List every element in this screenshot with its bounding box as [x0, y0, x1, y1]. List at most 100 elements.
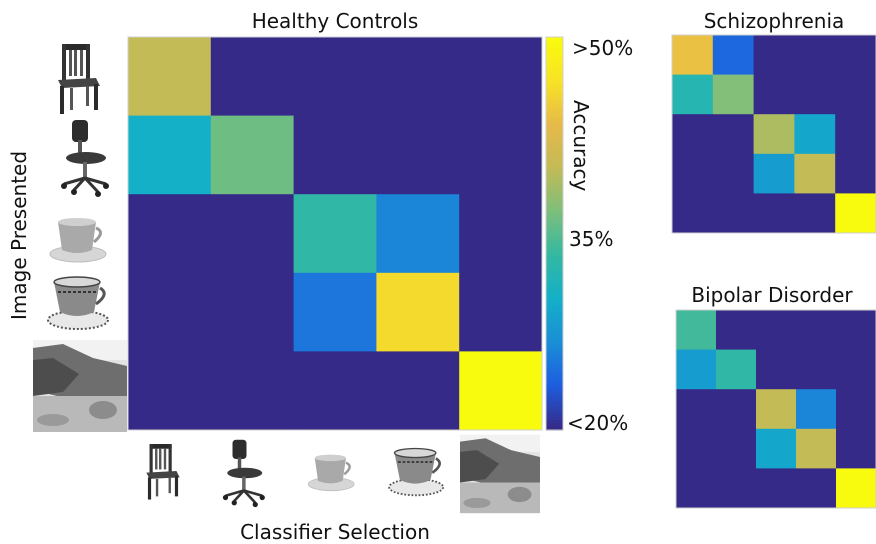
- colorbar-segment: [546, 318, 563, 323]
- heatmap-cell-0-1: [210, 37, 295, 117]
- colorbar-segment: [546, 230, 563, 235]
- colorbar-segment: [546, 105, 563, 110]
- heatmap-cell-1-3: [376, 115, 460, 195]
- colorbar-segment: [546, 328, 563, 333]
- colorbar-segment: [546, 262, 563, 267]
- heatmap-cell-3-1: [210, 272, 295, 352]
- colorbar-segment: [546, 380, 563, 385]
- heatmap-cell-3-2: [756, 428, 797, 469]
- coastal-landscape-photo-icon: [33, 340, 127, 432]
- colorbar-segment: [546, 95, 563, 100]
- x-axis-label: Classifier Selection: [240, 520, 430, 544]
- heatmap-cell-3-1: [712, 153, 755, 194]
- wooden-chair-icon: [58, 44, 100, 114]
- colorbar-segment: [546, 393, 563, 398]
- colorbar-segment: [546, 331, 563, 336]
- heatmap-cell-2-0: [128, 194, 212, 274]
- heatmap-cell-3-4: [836, 428, 876, 469]
- ornate-teacup-icon: [47, 276, 109, 330]
- heatmap-cell-3-1: [716, 428, 757, 469]
- heatmap-cell-4-2: [293, 351, 377, 431]
- colorbar-segment: [546, 397, 563, 402]
- heatmap-cell-4-0: [672, 193, 714, 234]
- office-chair-icon: [222, 439, 265, 508]
- heatmap-cell-4-3: [794, 193, 836, 234]
- colorbar-segment: [546, 102, 563, 107]
- heatmap-cell-2-3: [376, 194, 460, 274]
- heatmap-cell-1-2: [753, 74, 795, 115]
- heatmap-cell-3-2: [293, 272, 377, 352]
- colorbar-segment: [546, 122, 563, 127]
- colorbar-segment: [546, 145, 563, 149]
- colorbar-segment: [546, 174, 563, 179]
- heatmap-cell-0-4: [835, 35, 876, 76]
- colorbar-segment: [546, 292, 563, 297]
- heatmap-cell-0-1: [716, 310, 757, 351]
- plain-teacup-icon: [49, 218, 107, 263]
- heatmap-border: [675, 309, 876, 509]
- heatmap-cell-4-1: [716, 468, 757, 509]
- heatmap-cell-4-2: [756, 468, 797, 509]
- colorbar-segment: [546, 272, 563, 277]
- colorbar-segment: [546, 240, 563, 244]
- colorbar-segment: [546, 246, 563, 251]
- wooden-chair-icon: [146, 444, 180, 500]
- colorbar-segment: [546, 92, 563, 97]
- colorbar-segment: [546, 109, 563, 113]
- colorbar-segment: [546, 138, 563, 143]
- colorbar-segment: [546, 115, 563, 120]
- heatmap-cell-2-1: [210, 194, 295, 274]
- colorbar-segment: [546, 348, 563, 352]
- colorbar-segment: [546, 151, 563, 156]
- colorbar-segment: [546, 377, 563, 382]
- colorbar-segment: [546, 56, 563, 61]
- colorbar-segment: [546, 210, 563, 215]
- colorbar-segment: [546, 420, 563, 425]
- colorbar-segment: [546, 171, 563, 176]
- colorbar-segment: [546, 426, 563, 431]
- colorbar-segment: [546, 46, 563, 51]
- heatmap-cell-2-3: [796, 389, 837, 430]
- colorbar-segment: [546, 76, 563, 81]
- heatmap-cell-2-4: [459, 194, 543, 274]
- colorbar-tick-high: >50%: [572, 36, 634, 60]
- heatmap-cell-4-1: [712, 193, 755, 234]
- heatmap-cell-0-2: [753, 35, 795, 76]
- colorbar-segment: [546, 190, 563, 195]
- colorbar-segment: [546, 374, 563, 379]
- accuracy-colorbar: [545, 36, 564, 431]
- colorbar-segment: [546, 148, 563, 153]
- colorbar-segment: [546, 43, 563, 48]
- colorbar-border: [545, 36, 564, 431]
- heatmap-cell-2-3: [794, 114, 836, 155]
- colorbar-segment: [546, 207, 563, 212]
- colorbar-segment: [546, 289, 563, 294]
- heatmap-cell-4-0: [128, 351, 212, 431]
- heatmap-cell-2-0: [676, 389, 717, 430]
- colorbar-segment: [546, 154, 563, 159]
- colorbar-segment: [546, 357, 563, 362]
- colorbar-segment: [546, 243, 563, 248]
- colorbar-segment: [546, 213, 563, 218]
- heatmap-cell-0-4: [459, 37, 543, 117]
- bipolar-disorder-title: Bipolar Disorder: [691, 283, 853, 307]
- heatmap-cell-1-3: [794, 74, 836, 115]
- colorbar-segment: [546, 361, 563, 366]
- colorbar-segment: [546, 226, 563, 231]
- heatmap-cell-1-0: [676, 349, 717, 390]
- colorbar-tick-mid: 35%: [569, 227, 614, 251]
- colorbar-segment: [546, 400, 563, 405]
- heatmap-cell-1-1: [712, 74, 755, 115]
- colorbar-segment: [546, 89, 563, 94]
- colorbar-segment: [546, 305, 563, 310]
- colorbar-segment: [546, 112, 563, 117]
- colorbar-segment: [546, 131, 563, 136]
- colorbar-segment: [546, 194, 563, 199]
- colorbar-segment: [546, 63, 563, 68]
- colorbar-segment: [546, 259, 563, 264]
- colorbar-segment: [546, 302, 563, 307]
- heatmap-cell-3-3: [796, 428, 837, 469]
- heatmap-cell-3-3: [376, 272, 460, 352]
- colorbar-segment: [546, 164, 563, 169]
- heatmap-cell-2-4: [835, 114, 876, 155]
